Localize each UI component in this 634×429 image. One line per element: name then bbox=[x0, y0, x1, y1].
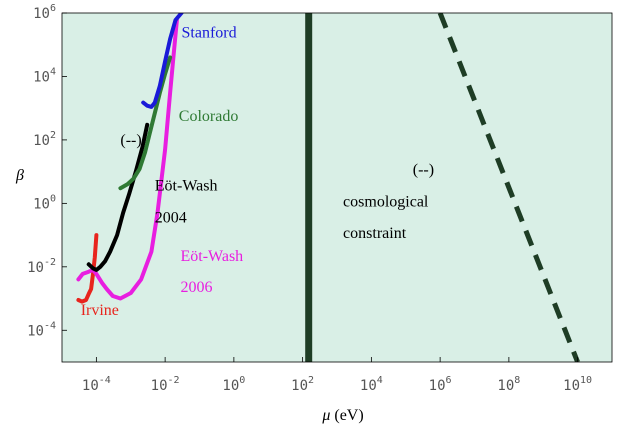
y-tick-label: 102 bbox=[33, 130, 56, 149]
ticks: 10-4 10-2 100 102 104 106 10-4 10-2 100 102 104 106… bbox=[27, 3, 592, 394]
x-tick-label: 10-4 bbox=[82, 375, 111, 394]
series-e-t-wash-2006 bbox=[76, 18, 179, 301]
x-tick-label: 108 bbox=[497, 375, 520, 394]
series-e-t-wash-2004 bbox=[86, 122, 150, 272]
annotation-region-left: (--) bbox=[120, 132, 141, 149]
y-tick-label: 10-2 bbox=[27, 257, 56, 276]
annotation-eotwash2004-line2: 2004 bbox=[155, 209, 187, 226]
x-tick-label: 102 bbox=[291, 375, 314, 394]
x-tick-label: 1010 bbox=[563, 375, 592, 394]
annotation-cosmo-line1: cosmological bbox=[343, 193, 429, 210]
series-stanford bbox=[141, 13, 184, 109]
y-tick-label: 104 bbox=[33, 66, 56, 85]
annotation-eotwash2006-line1: Eöt-Wash bbox=[180, 248, 243, 265]
annotation-eotwash2004-line1: Eöt-Wash bbox=[155, 178, 218, 195]
series-colorado bbox=[118, 55, 173, 191]
annotation-cosmo-line2: constraint bbox=[343, 225, 407, 242]
x-axis-label: μ (eV) bbox=[321, 407, 363, 424]
y-tick-label: 10-4 bbox=[27, 320, 56, 339]
annotation-irvine: Irvine bbox=[81, 302, 119, 319]
x-tick-label: 10-2 bbox=[151, 375, 180, 394]
series-cosmological-constraint bbox=[437, 13, 580, 362]
x-tick-label: 100 bbox=[222, 375, 245, 394]
shaded-regions bbox=[62, 13, 612, 362]
annotation-stanford: Stanford bbox=[182, 24, 237, 41]
y-tick-label: 106 bbox=[33, 3, 56, 22]
annotation-eotwash2006-line2: 2006 bbox=[180, 279, 212, 296]
y-tick-label: 100 bbox=[33, 193, 56, 212]
series-irvine bbox=[76, 233, 99, 304]
annotation-region-right: (--) bbox=[413, 162, 434, 179]
plot-frame bbox=[61, 12, 613, 363]
annotation-colorado: Colorado bbox=[179, 108, 239, 125]
x-tick-label: 104 bbox=[360, 375, 383, 394]
y-axis-label: β bbox=[15, 167, 24, 184]
x-tick-label: 106 bbox=[429, 375, 452, 394]
excluded-region-left bbox=[62, 13, 309, 362]
data-series bbox=[76, 13, 580, 362]
annotations: Irvine Eöt-Wash 2006 Eöt-Wash 2004 Colorado St… bbox=[81, 24, 434, 319]
